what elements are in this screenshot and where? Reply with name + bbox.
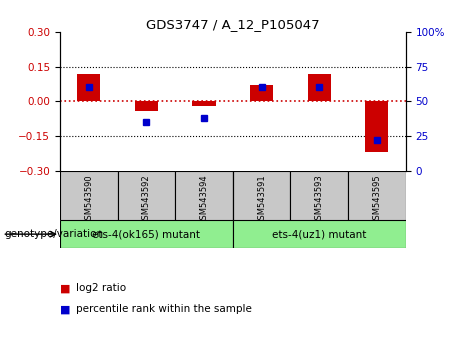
Bar: [135, 101, 158, 110]
Text: ets-4(uz1) mutant: ets-4(uz1) mutant: [272, 229, 366, 239]
Bar: [308, 74, 331, 101]
Text: ■: ■: [60, 283, 71, 293]
Text: GSM543595: GSM543595: [372, 174, 381, 225]
Text: ■: ■: [60, 304, 71, 314]
Title: GDS3747 / A_12_P105047: GDS3747 / A_12_P105047: [146, 18, 319, 31]
Text: GSM543593: GSM543593: [315, 174, 324, 225]
Bar: [348, 171, 406, 221]
Text: GSM543591: GSM543591: [257, 174, 266, 225]
Bar: [60, 221, 233, 248]
Bar: [175, 171, 233, 221]
Text: log2 ratio: log2 ratio: [76, 283, 126, 293]
Text: GSM543594: GSM543594: [200, 174, 208, 225]
Bar: [233, 221, 406, 248]
Text: GSM543590: GSM543590: [84, 174, 93, 225]
Bar: [193, 101, 216, 106]
Bar: [77, 74, 100, 101]
Text: GSM543592: GSM543592: [142, 174, 151, 225]
Text: percentile rank within the sample: percentile rank within the sample: [76, 304, 252, 314]
Bar: [290, 171, 348, 221]
Bar: [250, 85, 273, 101]
Bar: [118, 171, 175, 221]
Bar: [60, 171, 118, 221]
Text: ets-4(ok165) mutant: ets-4(ok165) mutant: [92, 229, 201, 239]
Bar: [233, 171, 290, 221]
Bar: [365, 101, 388, 152]
Text: genotype/variation: genotype/variation: [5, 229, 104, 239]
